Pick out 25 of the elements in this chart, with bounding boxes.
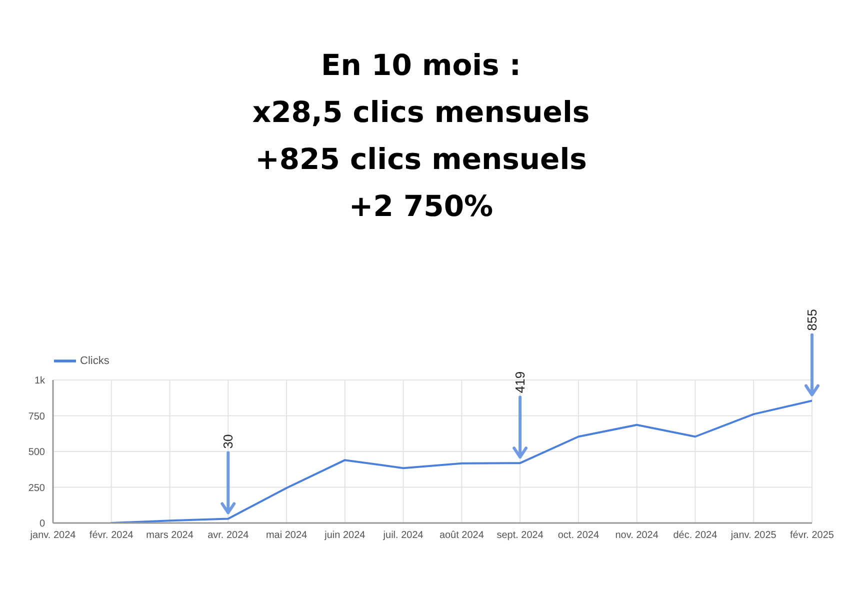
annotation: 30	[220, 434, 236, 449]
y-tick-label: 250	[28, 482, 46, 494]
y-tick-label: 500	[28, 447, 46, 458]
x-tick-label: déc. 2024	[673, 530, 718, 542]
chart-title: En 10 mois : x28,5 clics mensuels +825 clics mensuels +2 750%	[251, 47, 591, 225]
x-tick-label: mars 2024	[146, 530, 194, 542]
x-tick-label: nov. 2024	[615, 530, 659, 542]
x-tick-label: juil. 2024	[382, 530, 424, 542]
legend-label: Clicks	[80, 354, 110, 367]
y-tick-label: 750	[28, 411, 46, 422]
x-tick-label: août 2024	[439, 530, 484, 542]
x-tick-label: janv. 2024	[29, 530, 76, 542]
x-tick-label: mai 2024	[266, 530, 308, 542]
x-tick-label: avr. 2024	[208, 530, 250, 542]
y-tick-label: 1k	[34, 376, 46, 387]
x-tick-label: oct. 2024	[558, 530, 600, 542]
x-tick-label: juin 2024	[324, 530, 366, 542]
annotation: 419	[512, 371, 528, 394]
x-tick-label: févr. 2024	[89, 530, 134, 542]
line-series	[110, 400, 812, 523]
x-tick-label: févr. 2025	[790, 530, 834, 542]
x-tick-label: sept. 2024	[496, 530, 544, 542]
y-tick-label: 0	[39, 518, 46, 530]
x-tick-label: janv. 2025	[730, 530, 777, 542]
annotation: 855	[804, 309, 820, 331]
